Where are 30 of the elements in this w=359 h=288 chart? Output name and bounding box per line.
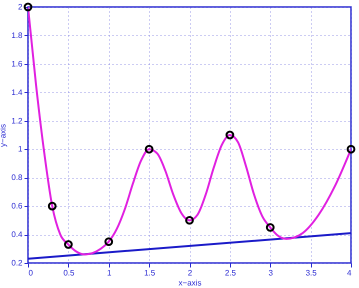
x-axis-title: x−axis [178,278,202,288]
x-tick-label: 2 [188,268,193,278]
y-tick-label: 0.4 [11,230,24,240]
point [144,144,154,154]
point [24,2,32,12]
point [64,240,73,249]
y-tick-label: 0.6 [11,202,24,211]
x-tick-label: 3.5 [306,268,318,278]
x-tick-label: 0 [28,268,34,278]
x-tick-label: 2.5 [224,268,236,278]
point [104,237,114,246]
y-tick-label: 1.8 [11,30,24,40]
point [185,216,194,225]
y-tick-label: 1.2 [11,116,24,126]
point [48,202,57,210]
y-tick-label: 1.4 [11,88,24,97]
x-tick-label: 1.5 [144,268,156,278]
y-axis-title: y−axis [0,124,8,147]
y-tick-label: 1.6 [11,59,24,68]
y-tick-label: 0.2 [11,258,24,268]
x-tick-label: 0.5 [63,268,75,278]
x-tick-label: 4 [347,268,352,278]
y-tick-label: 1 [18,144,24,154]
point [266,223,275,232]
point [226,130,234,140]
x-tick-label: 1 [107,268,112,278]
y-tick-label: 2 [18,2,24,12]
y-tick-label: 0.8 [11,173,24,182]
x-tick-label: 3 [268,268,274,278]
point [346,144,356,154]
